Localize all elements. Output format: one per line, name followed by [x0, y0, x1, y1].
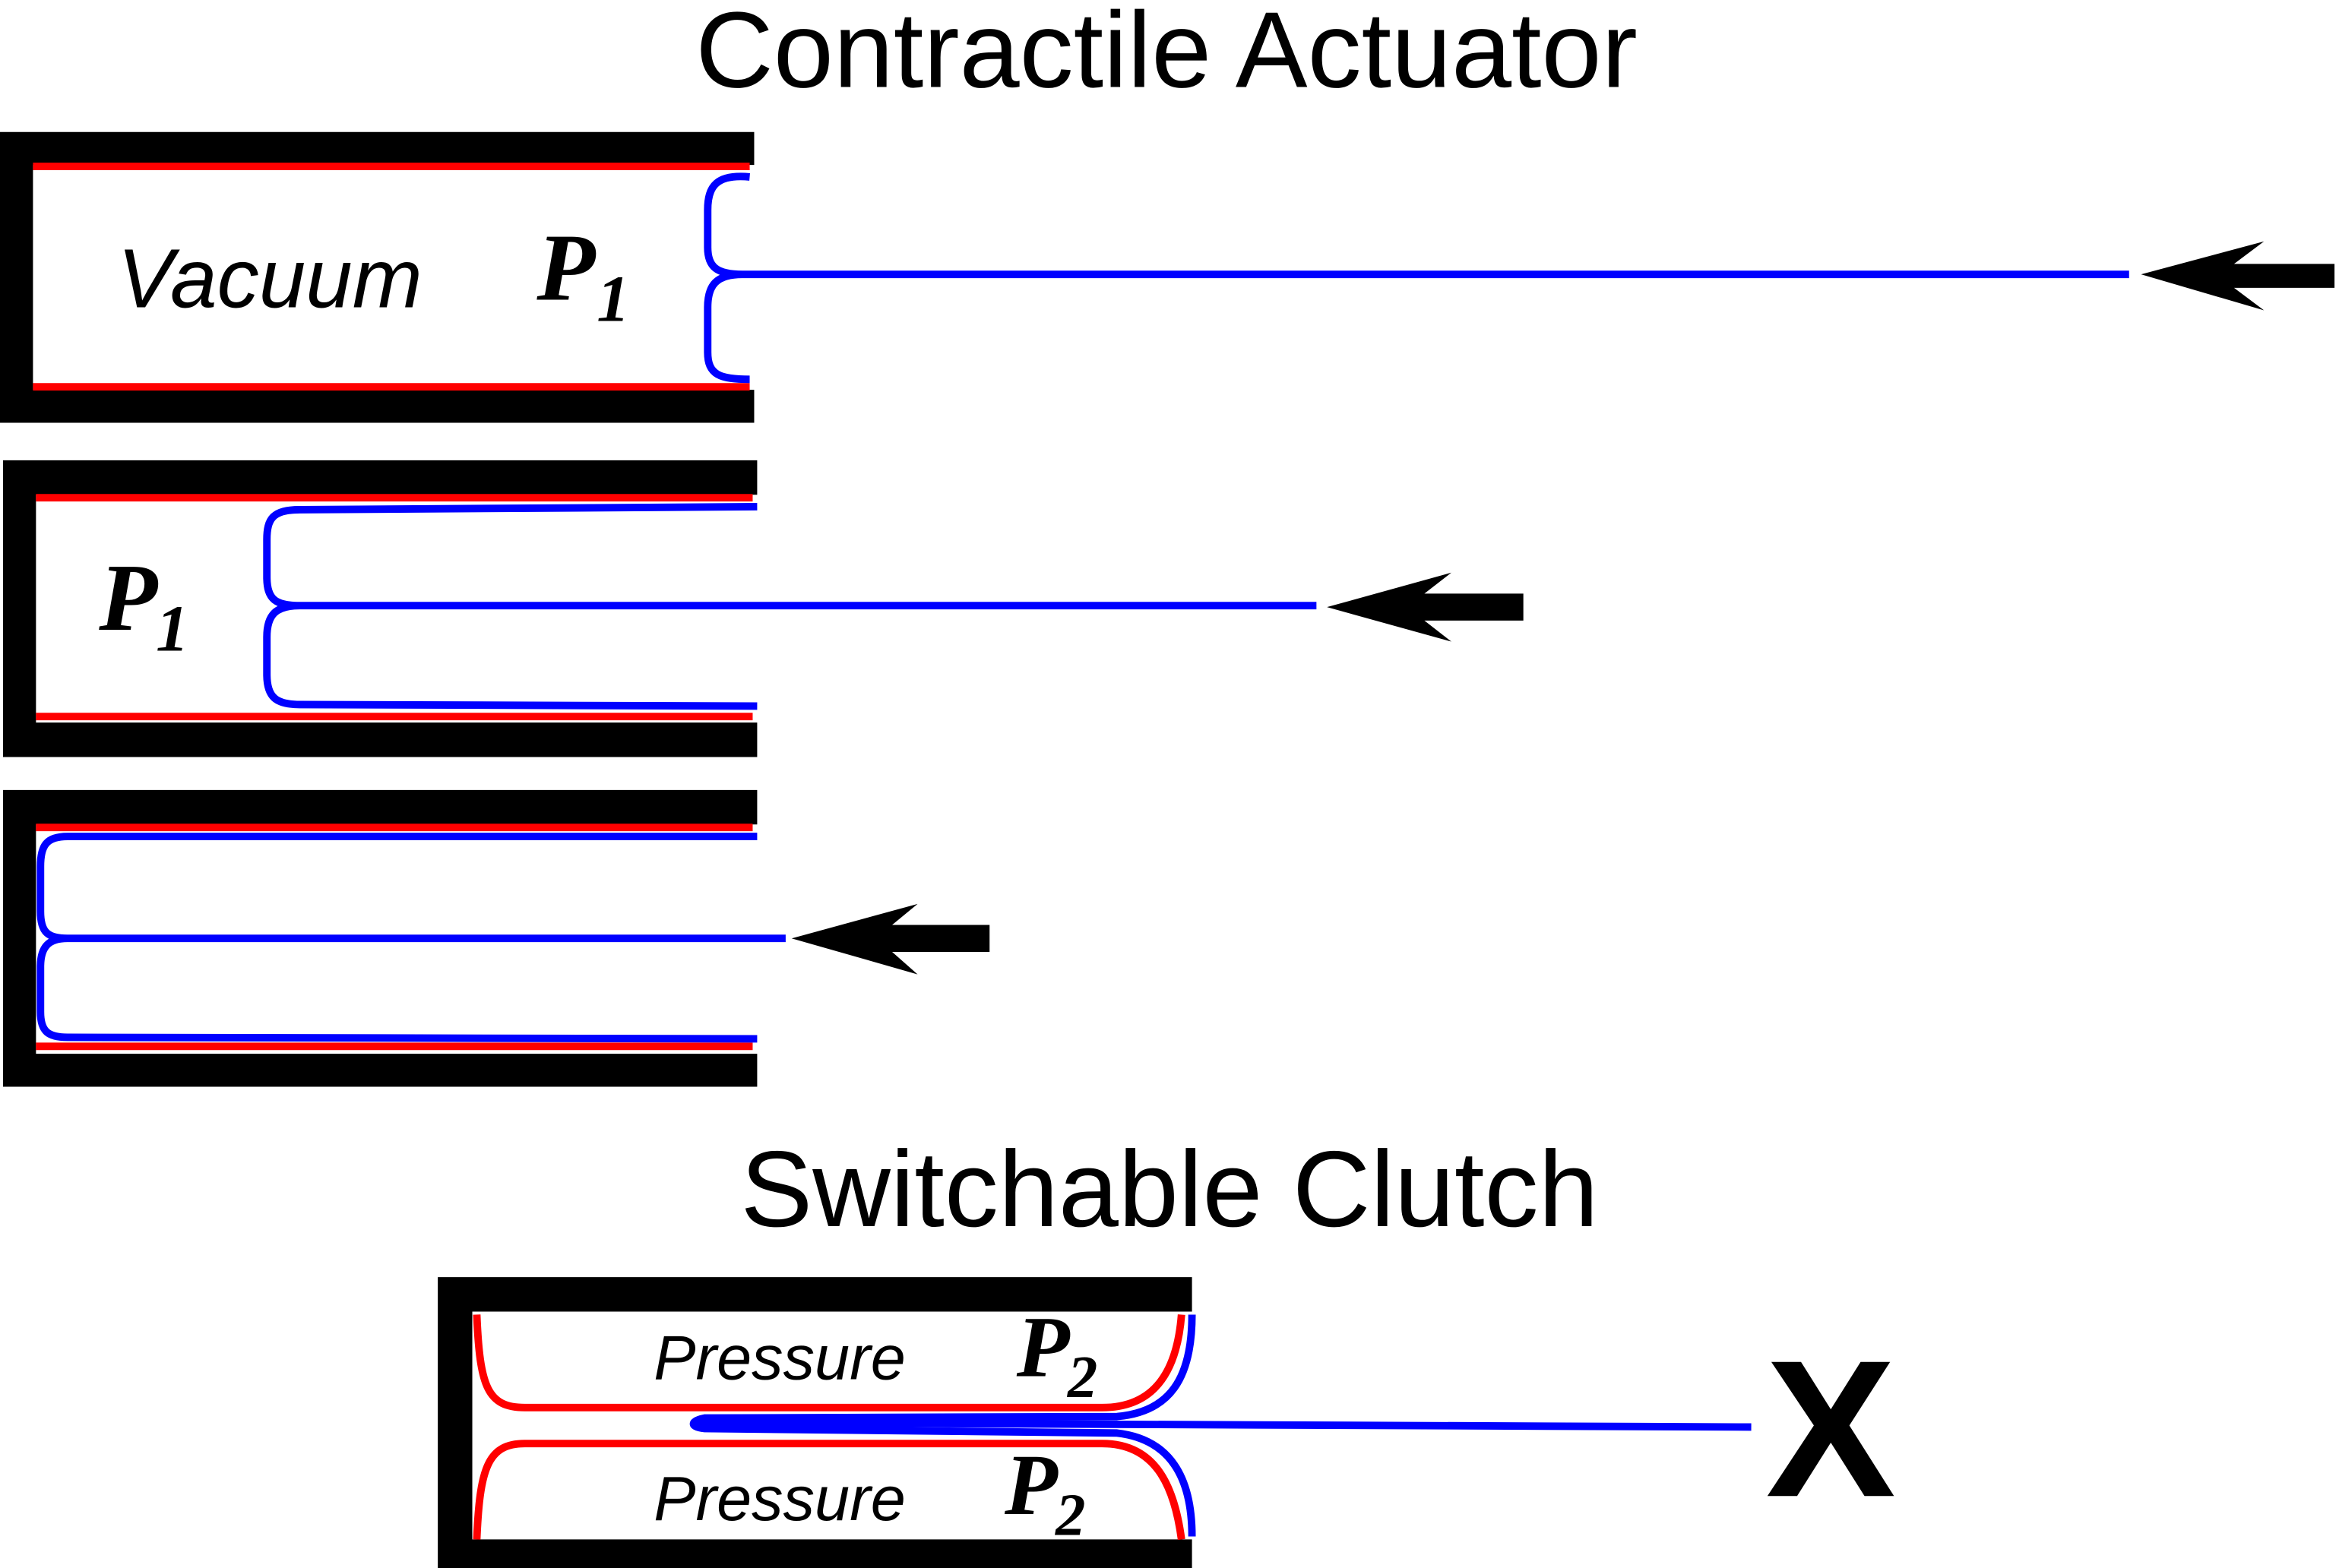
arrow [1327, 572, 1524, 642]
title: Contractile Actuator [695, 0, 1638, 111]
membrane [263, 503, 1317, 710]
pressure-symbol: P [1016, 1298, 1071, 1395]
housing [0, 131, 755, 423]
membrane [704, 172, 2129, 384]
actuator-contracted: P 1 [2, 460, 1524, 757]
pressure-subscript: 1 [597, 262, 629, 335]
tendon [697, 1418, 1752, 1431]
arrow [791, 903, 990, 975]
pressure-symbol: P [536, 215, 596, 321]
pressure-subscript: 2 [1055, 1483, 1085, 1549]
lock-mark: X [1766, 1320, 1897, 1538]
medium-label: Pressure [654, 1322, 906, 1393]
membrane-red [473, 1314, 1185, 1412]
actuator-full [2, 789, 990, 1087]
medium-label: Vacuum [118, 232, 423, 326]
housing [438, 1277, 1192, 1568]
pressure-symbol: P [1004, 1437, 1059, 1533]
housing [2, 789, 758, 1087]
clutch-title: Switchable Clutch [740, 1129, 1598, 1250]
arrow [2141, 241, 2335, 311]
actuator-vacuum: Vacuum P 1 [0, 131, 2335, 423]
clutch: Pressure P 2 Pressure P 2 X [438, 1277, 1897, 1568]
pressure-subscript: 2 [1067, 1345, 1097, 1411]
housing [2, 460, 758, 757]
pressure-symbol: P [98, 545, 158, 651]
membrane [689, 1314, 1196, 1537]
membrane [36, 833, 786, 1043]
medium-label: Pressure [654, 1463, 906, 1534]
pressure-subscript: 1 [156, 592, 188, 665]
membrane-red [473, 1440, 1185, 1541]
